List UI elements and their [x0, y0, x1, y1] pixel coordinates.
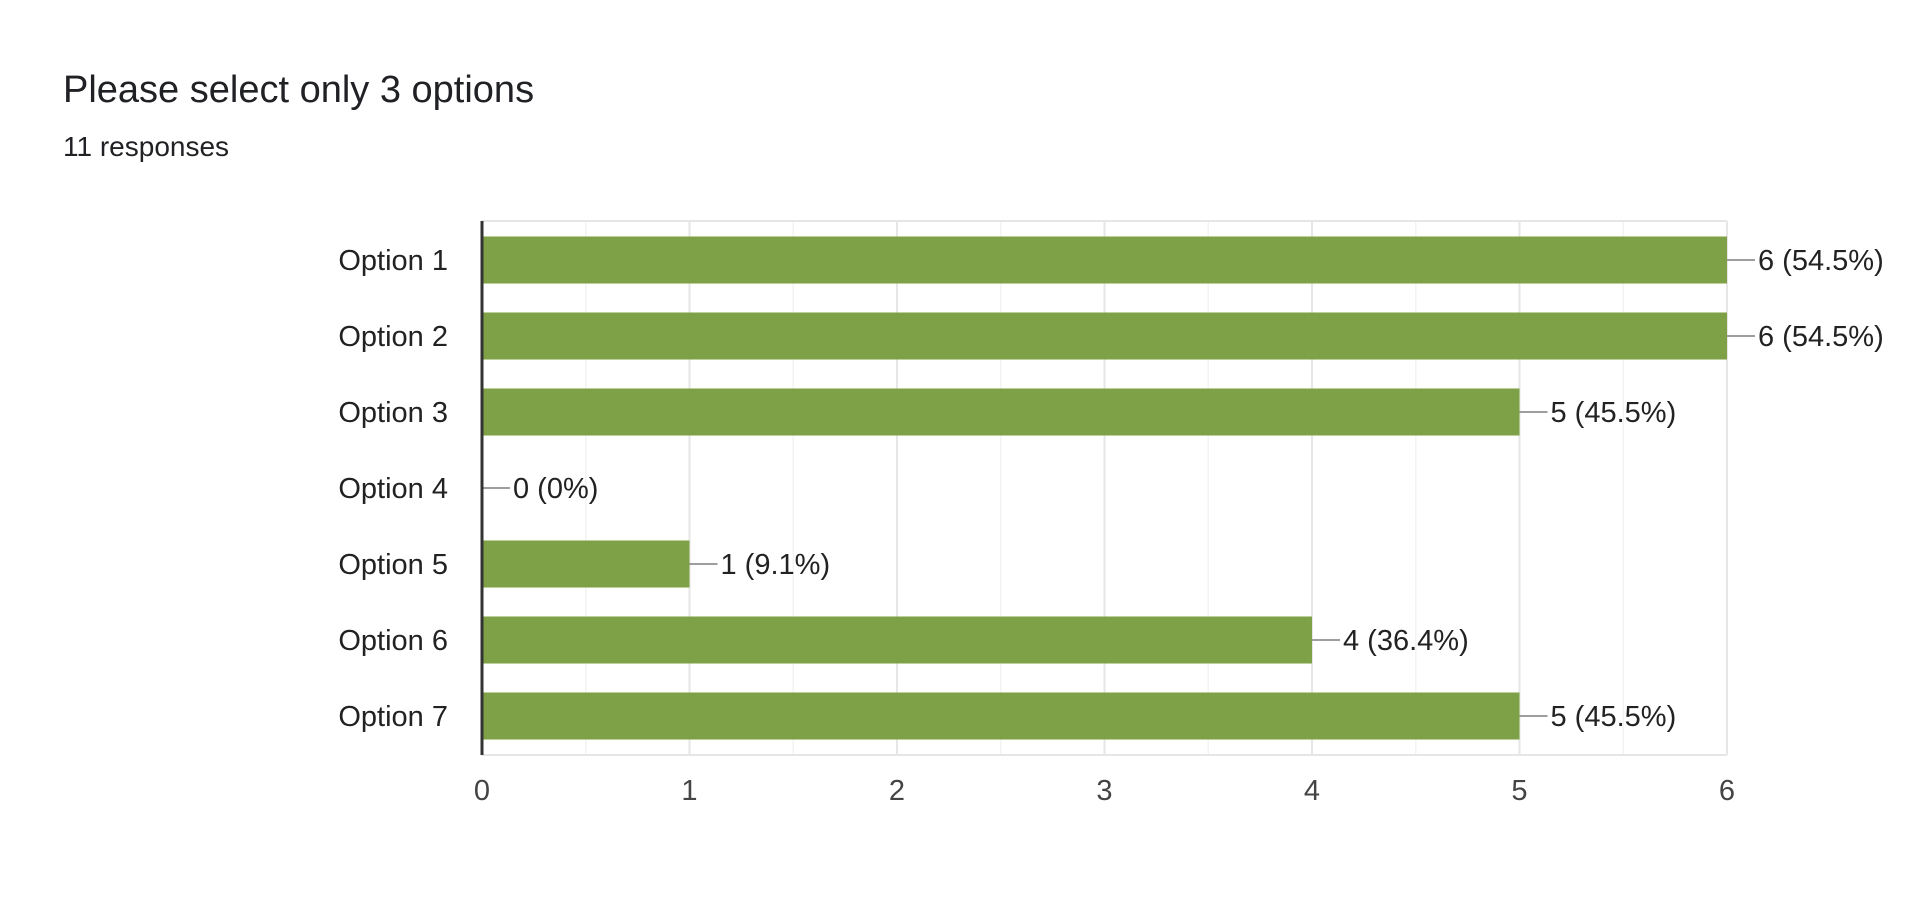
- bar: [482, 692, 1520, 740]
- bar: [482, 388, 1520, 436]
- x-tick-label: 0: [474, 775, 490, 807]
- category-label: Option 2: [338, 321, 448, 353]
- bar: [482, 540, 690, 588]
- category-label: Option 5: [338, 549, 448, 581]
- category-label: Option 6: [338, 625, 448, 657]
- category-label: Option 3: [338, 397, 448, 429]
- x-tick-label: 5: [1511, 775, 1527, 807]
- data-label: 5 (45.5%): [1551, 397, 1677, 429]
- response-count: 11 responses: [63, 131, 230, 162]
- bar: [482, 312, 1727, 360]
- data-label: 0 (0%): [513, 473, 598, 505]
- x-tick-label: 6: [1719, 775, 1735, 807]
- x-tick-label: 2: [889, 775, 905, 807]
- category-label: Option 1: [338, 245, 448, 277]
- data-label: 5 (45.5%): [1551, 701, 1677, 733]
- category-label: Option 7: [338, 701, 448, 733]
- data-label: 6 (54.5%): [1758, 245, 1884, 277]
- data-label: 1 (9.1%): [721, 549, 831, 581]
- category-label: Option 4: [338, 473, 448, 505]
- bar: [482, 616, 1312, 664]
- data-label: 6 (54.5%): [1758, 321, 1884, 353]
- x-tick-label: 1: [681, 775, 697, 807]
- bar: [482, 236, 1727, 284]
- chart-title: Please select only 3 options: [63, 69, 535, 111]
- data-label: 4 (36.4%): [1343, 625, 1469, 657]
- x-tick-label: 3: [1096, 775, 1112, 807]
- x-tick-label: 4: [1304, 775, 1320, 807]
